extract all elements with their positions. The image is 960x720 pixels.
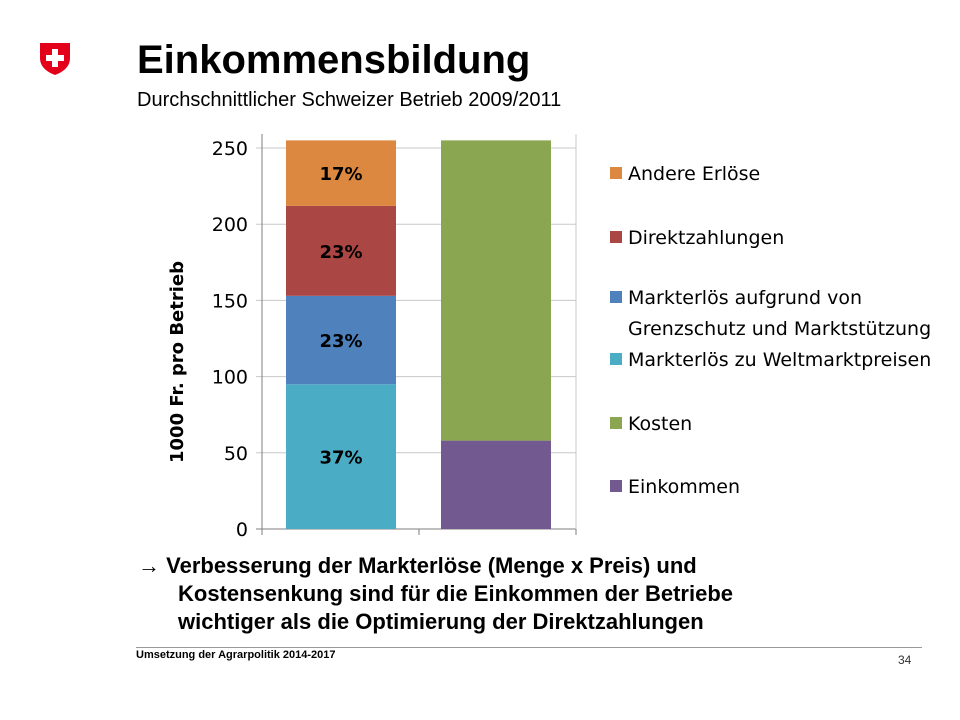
legend-label: Kosten — [628, 413, 692, 435]
y-tick-label: 250 — [212, 138, 248, 160]
legend-swatch — [610, 417, 622, 429]
legend-label: Grenzschutz und Marktstützung — [628, 318, 931, 340]
swiss-cross-icon — [40, 43, 70, 75]
legend-swatch — [610, 353, 622, 365]
data-label: 37% — [319, 448, 362, 469]
page-subtitle: Durchschnittlicher Schweizer Betrieb 200… — [137, 89, 562, 111]
y-tick-label: 100 — [212, 367, 248, 389]
takeaway-line-1: → Verbesserung der Markterlöse (Menge x … — [138, 553, 697, 578]
footer-text: Umsetzung der Agrarpolitik 2014-2017 — [136, 649, 336, 661]
legend-swatch — [610, 167, 622, 179]
bar-segment-0 — [286, 140, 396, 206]
y-axis-label: 1000 Fr. pro Betrieb — [167, 261, 188, 463]
bar-segment-1 — [441, 440, 551, 529]
data-label: 17% — [319, 164, 362, 185]
page-number: 34 — [898, 653, 912, 667]
legend-label: Markterlös zu Weltmarktpreisen — [628, 349, 931, 371]
data-label: 23% — [319, 242, 362, 263]
stacked-bar-chart: 0 50 100 150 200 250 1000 Fr. pro Betrieb 37% 23… — [167, 134, 931, 541]
legend-swatch — [610, 231, 622, 243]
legend-swatch — [610, 291, 622, 303]
page-title: Einkommensbildung — [137, 38, 531, 82]
y-tick-label: 150 — [212, 290, 248, 312]
footer-divider — [136, 647, 922, 648]
bar-segment-0 — [286, 205, 396, 296]
takeaway-line-2: Kostensenkung sind für die Einkommen der… — [178, 581, 733, 606]
y-tick-label: 0 — [236, 519, 248, 541]
arrow-right-icon: → — [138, 553, 160, 578]
legend-label: Markterlös aufgrund von — [628, 287, 862, 309]
data-label: 23% — [319, 331, 362, 352]
legend-label: Andere Erlöse — [628, 163, 760, 185]
takeaway-line-3: wichtiger als die Optimierung der Direkt… — [178, 609, 704, 634]
bar-segment-0 — [286, 384, 396, 529]
y-tick-label: 50 — [224, 443, 248, 465]
legend-label: Direktzahlungen — [628, 227, 784, 249]
y-tick-label: 200 — [212, 214, 248, 236]
bar-segment-1 — [441, 140, 551, 441]
takeaway-text: → Verbesserung der Markterlöse (Menge x … — [138, 552, 918, 636]
legend-swatch — [610, 480, 622, 492]
bar-segment-0 — [286, 295, 396, 385]
legend-label: Einkommen — [628, 476, 740, 498]
